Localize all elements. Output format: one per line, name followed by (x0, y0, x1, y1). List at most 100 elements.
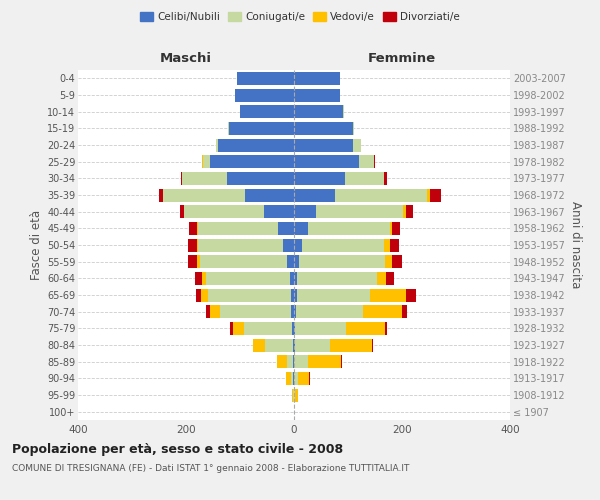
Bar (403, 205, 406, 218)
Bar (293, 388, 294, 402)
Bar (294, 272, 296, 285)
Bar (180, 205, 184, 218)
Bar (294, 155, 359, 168)
Bar (363, 305, 402, 318)
Text: Maschi: Maschi (160, 52, 212, 65)
Bar (182, 172, 227, 185)
Bar (353, 122, 355, 135)
Text: Femmine: Femmine (368, 52, 436, 65)
Bar (294, 372, 298, 385)
Bar (389, 222, 392, 235)
Bar (299, 255, 385, 268)
Bar (341, 355, 342, 368)
Bar (230, 322, 233, 335)
Bar (216, 138, 218, 151)
Bar (290, 272, 294, 285)
Text: COMUNE DI TRESIGNANA (FE) - Dati ISTAT 1° gennaio 2008 - Elaborazione TUTTITALIA: COMUNE DI TRESIGNANA (FE) - Dati ISTAT 1… (12, 464, 409, 473)
Bar (245, 188, 294, 202)
Bar (346, 172, 384, 185)
Bar (286, 372, 291, 385)
Bar (202, 272, 206, 285)
Bar (294, 122, 353, 135)
Bar (295, 322, 346, 335)
Bar (372, 338, 373, 351)
Bar (298, 372, 309, 385)
Bar (294, 105, 343, 118)
Bar (218, 138, 294, 151)
Bar (196, 288, 201, 302)
Bar (309, 372, 310, 385)
Bar (406, 205, 413, 218)
Bar (389, 238, 400, 252)
Bar (238, 72, 294, 85)
Bar (194, 272, 202, 285)
Bar (233, 322, 244, 335)
Bar (294, 388, 295, 402)
Bar (406, 288, 416, 302)
Bar (159, 188, 163, 202)
Bar (296, 288, 370, 302)
Bar (402, 305, 407, 318)
Bar (385, 322, 387, 335)
Bar (287, 355, 293, 368)
Bar (197, 222, 198, 235)
Bar (277, 355, 287, 368)
Bar (292, 288, 294, 302)
Bar (294, 188, 335, 202)
Bar (294, 138, 353, 151)
Bar (335, 188, 427, 202)
Bar (292, 388, 293, 402)
Bar (385, 255, 392, 268)
Bar (359, 155, 374, 168)
Bar (386, 272, 394, 285)
Bar (294, 338, 295, 351)
Bar (370, 288, 406, 302)
Bar (291, 372, 293, 385)
Bar (377, 272, 386, 285)
Bar (201, 288, 208, 302)
Bar (228, 122, 229, 135)
Bar (210, 305, 220, 318)
Bar (198, 238, 283, 252)
Bar (294, 255, 299, 268)
Bar (384, 172, 387, 185)
Bar (283, 238, 294, 252)
Y-axis label: Anni di nascita: Anni di nascita (569, 202, 583, 288)
Bar (184, 205, 265, 218)
Bar (430, 188, 441, 202)
Bar (292, 322, 294, 335)
Bar (229, 122, 294, 135)
Bar (294, 238, 302, 252)
Bar (343, 105, 344, 118)
Bar (227, 172, 294, 185)
Bar (199, 255, 287, 268)
Bar (384, 238, 389, 252)
Bar (189, 222, 197, 235)
Bar (188, 238, 197, 252)
Bar (287, 255, 294, 268)
Bar (293, 338, 294, 351)
Bar (302, 238, 384, 252)
Bar (294, 322, 295, 335)
Bar (392, 255, 402, 268)
Bar (392, 222, 400, 235)
Bar (253, 338, 265, 351)
Bar (308, 222, 389, 235)
Bar (295, 338, 330, 351)
Bar (308, 355, 341, 368)
Bar (278, 222, 294, 235)
Bar (181, 172, 182, 185)
Bar (197, 255, 199, 268)
Bar (188, 255, 197, 268)
Legend: Celibi/Nubili, Coniugati/e, Vedovi/e, Divorziati/e: Celibi/Nubili, Coniugati/e, Vedovi/e, Di… (136, 8, 464, 26)
Bar (265, 338, 293, 351)
Bar (374, 155, 375, 168)
Bar (296, 272, 377, 285)
Bar (296, 305, 363, 318)
Bar (294, 355, 308, 368)
Bar (316, 205, 403, 218)
Bar (294, 288, 296, 302)
Bar (294, 88, 340, 102)
Bar (240, 105, 294, 118)
Bar (292, 305, 294, 318)
